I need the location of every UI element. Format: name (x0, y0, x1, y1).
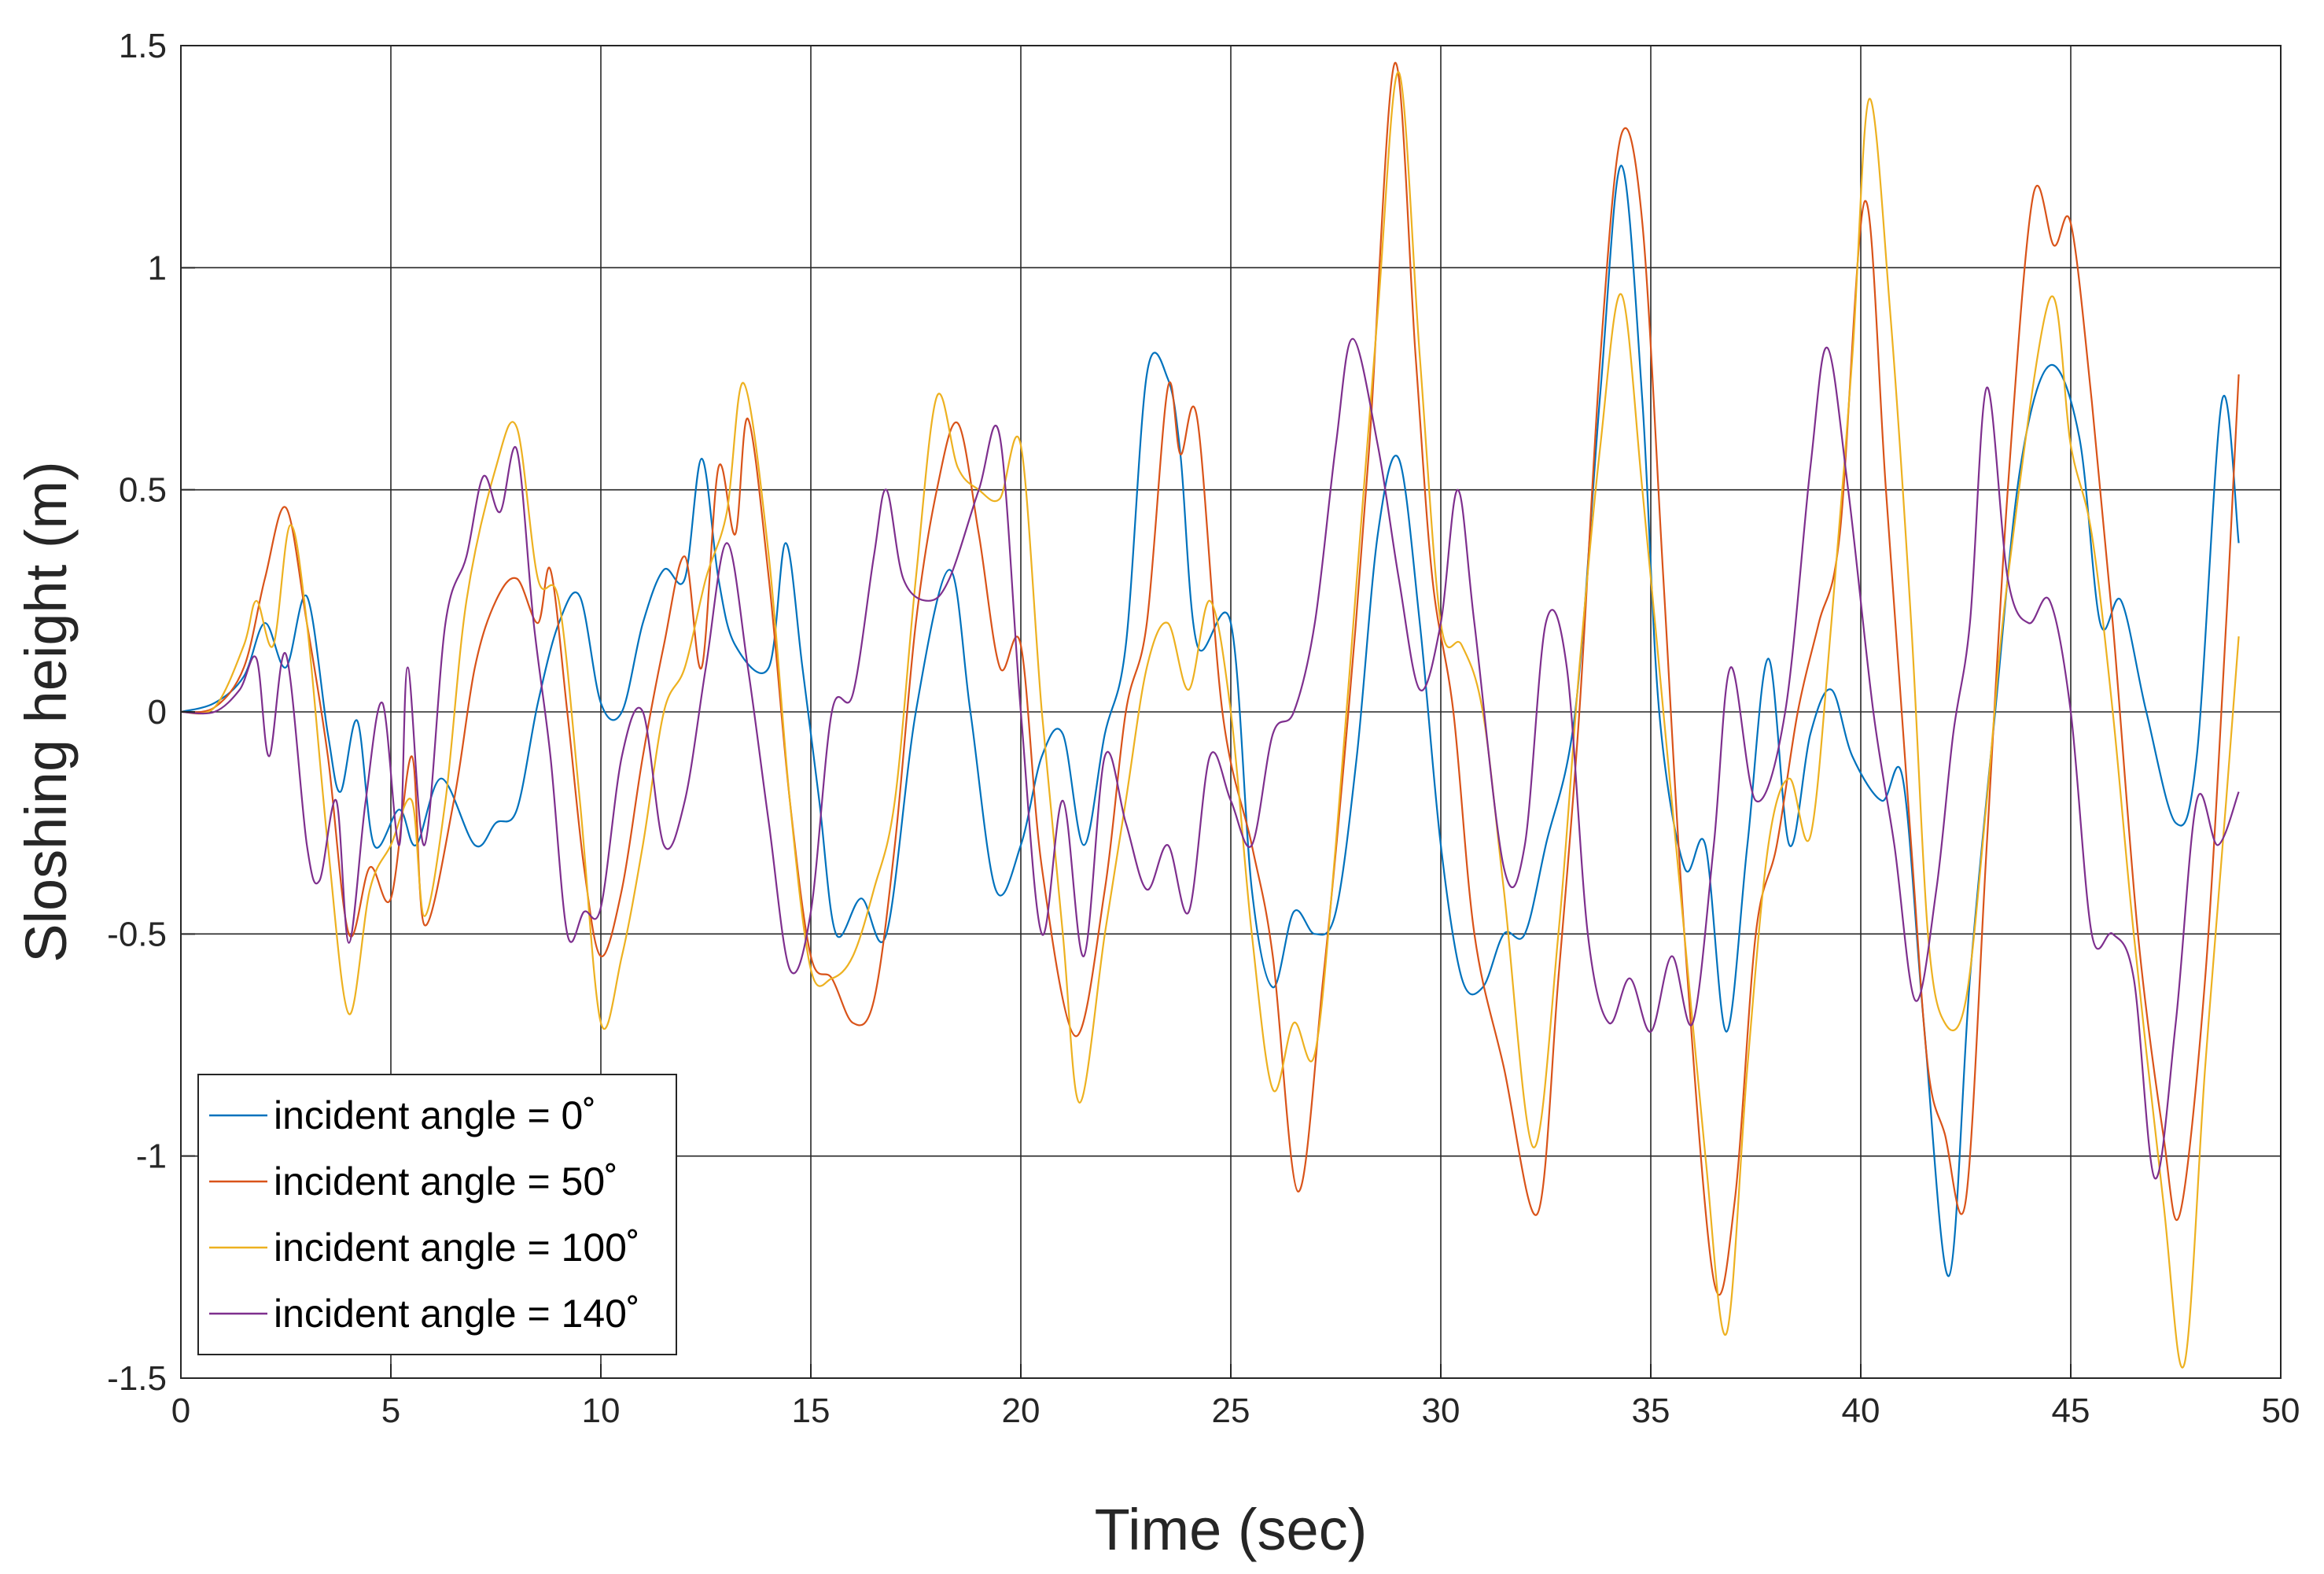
x-tick-label: 40 (1842, 1392, 1880, 1430)
y-tick-label: 0 (148, 693, 167, 732)
x-tick-label: 0 (171, 1392, 190, 1430)
x-tick-label: 20 (1002, 1392, 1040, 1430)
y-tick-label: -0.5 (107, 915, 167, 953)
y-tick-label: -1.5 (107, 1359, 167, 1398)
series-line-angle-100 (180, 71, 2240, 1369)
y-tick-label: 0.5 (119, 471, 167, 510)
y-tick-label: -1 (136, 1137, 167, 1176)
legend-label: incident angle = 140˚ (274, 1292, 640, 1336)
x-tick-label: 10 (582, 1392, 621, 1430)
y-axis-title: Sloshing height (m) (13, 461, 79, 963)
x-tick-label: 25 (1212, 1392, 1250, 1430)
series-group (180, 61, 2240, 1369)
y-tick-label: 1 (148, 249, 167, 287)
legend-box (197, 1074, 677, 1355)
legend-label: incident angle = 50˚ (274, 1159, 618, 1204)
y-tick-label: 1.5 (119, 27, 167, 65)
legend: incident angle = 0˚ incident angle = 50˚ i… (197, 1074, 677, 1355)
series-line-angle-140 (180, 337, 2240, 1180)
x-tick-label: 15 (792, 1392, 831, 1430)
x-tick-label: 35 (1632, 1392, 1670, 1430)
legend-label: incident angle = 100˚ (274, 1226, 640, 1270)
y-axis: -1.5 -1 -0.5 0 0.5 1 1.5 (107, 27, 195, 1398)
x-axis-title: Time (sec) (1095, 1497, 1368, 1562)
x-axis: 0 5 10 15 20 25 30 35 40 45 50 (171, 1364, 2300, 1430)
legend-label: incident angle = 0˚ (274, 1093, 596, 1137)
x-tick-label: 5 (381, 1392, 400, 1430)
x-tick-label: 50 (2262, 1392, 2300, 1430)
x-tick-label: 45 (2052, 1392, 2090, 1430)
x-tick-label: 30 (1422, 1392, 1460, 1430)
